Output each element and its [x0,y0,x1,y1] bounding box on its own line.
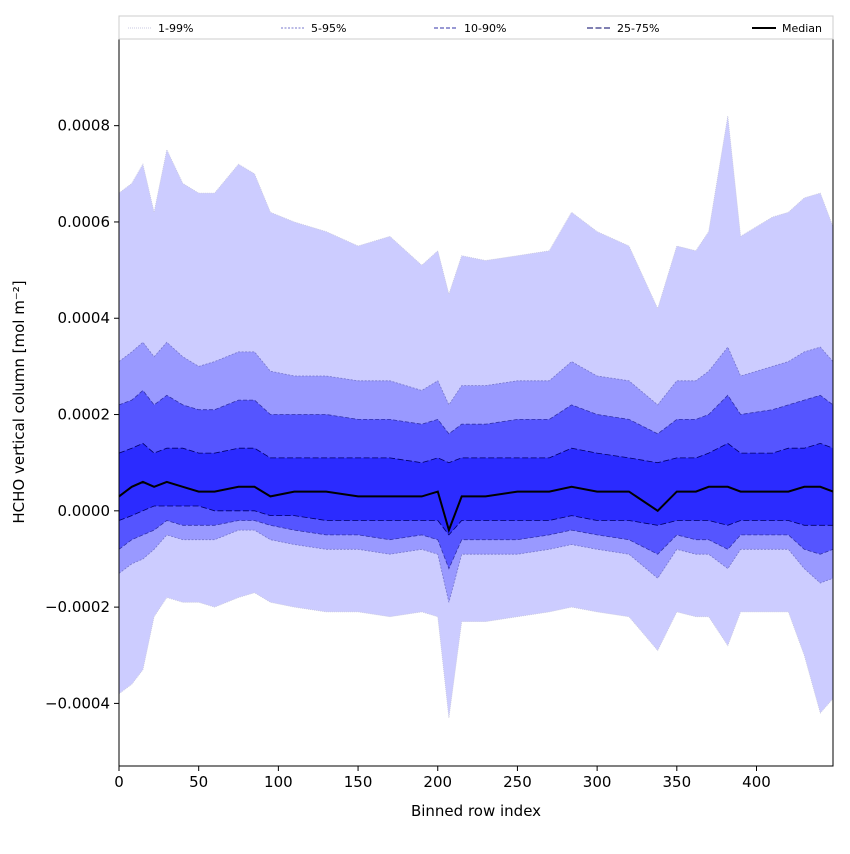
y-tick-label: 0.0004 [58,309,111,327]
line-25-75-upper [118,442,834,464]
y-tick-label: 0.0002 [58,406,111,424]
x-tick-label: 250 [503,773,532,791]
band-25-75 [119,443,833,535]
legend-label-5-95: 5-95% [311,22,346,35]
legend-label-median: Median [782,22,822,35]
legend-label-1-99: 1-99% [158,22,193,35]
x-tick-label: 300 [583,773,612,791]
line-1-99-upper [118,115,834,310]
line-25-75-lower [118,505,833,536]
x-tick-label: 350 [662,773,691,791]
line-10-90-lower [118,520,834,570]
line-median [118,480,834,534]
y-tick-label: −0.0002 [45,598,110,616]
x-axis-ticks: 0 50 100 150 200 250 300 350 400 [114,766,771,791]
x-tick-label: 0 [114,773,124,791]
y-axis-label: HCHO vertical column [mol m⁻²] [10,280,28,523]
chart-lines [118,115,834,718]
x-tick-label: 100 [264,773,293,791]
y-axis-ticks: −0.0004 −0.0002 0.0000 0.0002 0.0004 0.0006 0.… [45,117,119,712]
y-tick-label: 0.0006 [58,213,111,231]
legend-box [118,15,834,40]
line-10-90-upper [118,389,834,435]
line-5-95-lower [118,529,834,603]
x-axis-label: Binned row index [411,802,541,820]
line-1-99-lower [118,592,834,718]
x-tick-label: 150 [344,773,373,791]
y-tick-label: 0.0008 [58,117,111,135]
legend: 1-99% 5-95% 10-90% 25-75% Median [118,15,834,40]
y-tick-label: 0.0000 [58,502,111,520]
legend-label-25-75: 25-75% [617,22,659,35]
x-tick-label: 50 [189,773,208,791]
line-5-95-upper [118,341,834,406]
chart-bands [119,116,833,718]
y-tick-label: −0.0004 [45,694,110,712]
legend-label-10-90: 10-90% [464,22,506,35]
x-tick-label: 400 [742,773,771,791]
x-tick-label: 200 [423,773,452,791]
